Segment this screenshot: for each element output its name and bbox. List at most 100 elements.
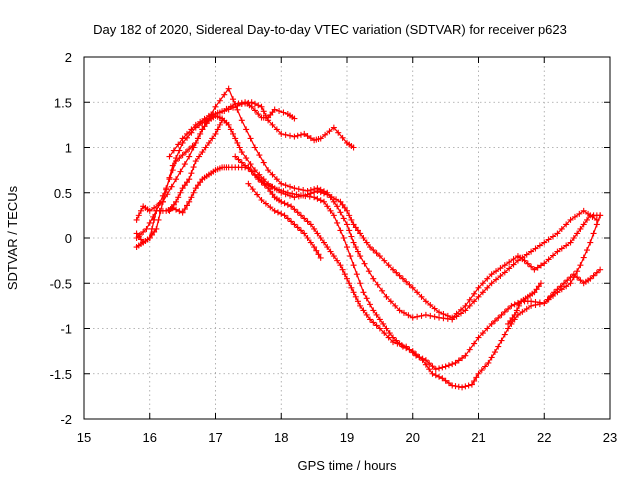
data-point [554,248,561,255]
data-point [247,161,254,168]
data-point [523,305,530,312]
data-point [580,207,587,214]
data-point [284,201,291,208]
data-point [558,286,565,293]
data-point [390,334,397,341]
data-point [550,233,557,240]
data-point [466,346,473,353]
data-point [269,121,276,128]
data-point [589,213,596,220]
data-point [254,191,261,198]
data-point [326,128,333,135]
data-point [563,221,570,228]
data-point [488,354,495,361]
data-point [269,191,276,198]
data-point [243,155,250,162]
data-point [405,312,412,319]
data-point [393,337,400,344]
data-point [385,262,392,269]
data-point [190,164,197,171]
data-point [445,362,452,369]
data-point [574,268,581,275]
data-point [248,103,255,110]
data-point [341,271,348,278]
data-point [304,235,311,241]
data-point [271,207,278,214]
data-point [317,135,324,142]
data-point [284,189,291,196]
data-point [287,183,294,190]
data-point [392,302,399,309]
data-point [501,331,508,338]
y-tick-label: 0.5 [54,186,72,201]
data-point [192,158,199,165]
data-point [445,380,452,387]
data-point [431,305,438,312]
data-point [399,343,406,350]
data-point [181,206,188,213]
data-point [524,260,531,267]
data-point [376,253,383,260]
data-point [354,298,361,305]
data-point [399,275,406,282]
data-point [416,354,423,361]
x-tick-label: 20 [406,430,420,445]
series-line [507,282,542,325]
data-point [249,186,256,193]
data-point [238,159,245,166]
data-point [255,111,262,118]
data-point [197,118,204,125]
data-point [280,109,287,116]
data-point [322,131,329,138]
data-point [352,224,359,231]
data-point [462,307,469,314]
data-point [360,235,367,241]
data-point [348,233,355,240]
y-tick-label: 1 [65,141,72,156]
data-point [133,235,140,241]
data-point [422,361,429,368]
data-point [281,200,288,207]
data-point [574,230,581,237]
y-tick-label: 1.5 [54,95,72,110]
data-point [488,320,495,327]
data-point [449,316,456,323]
data-point [188,170,195,177]
data-point [418,293,425,300]
data-point [493,268,500,275]
data-point [471,298,478,305]
data-point [478,367,485,374]
data-point [234,139,241,146]
data-point [475,334,482,341]
data-point [159,192,166,199]
data-point [176,147,183,154]
data-point [197,179,204,186]
data-point [265,182,272,189]
data-point [294,224,301,231]
series-arc-8 [232,153,604,391]
data-point [176,208,183,215]
data-point [523,251,530,258]
data-point [509,314,516,321]
data-point [311,225,318,232]
data-point [188,126,195,133]
data-point [360,307,367,314]
data-point [260,159,267,166]
data-point [311,186,318,193]
data-point [350,144,357,151]
axis-ticks: 15 16 17 18 19 20 21 22 23 2 1.5 1 0.5 0 -0.5 -1 -1.5 -2 [50,50,618,445]
data-point [376,316,383,323]
data-point [173,206,180,213]
data-point [593,221,600,228]
data-point [208,111,215,118]
data-point [554,289,561,296]
data-point [168,204,175,211]
data-point [337,262,344,269]
data-point [151,228,158,235]
data-point [236,144,243,151]
data-point [267,188,274,195]
data-point [320,239,327,246]
data-point [510,256,517,263]
data-point [440,315,447,322]
data-point [567,239,574,246]
